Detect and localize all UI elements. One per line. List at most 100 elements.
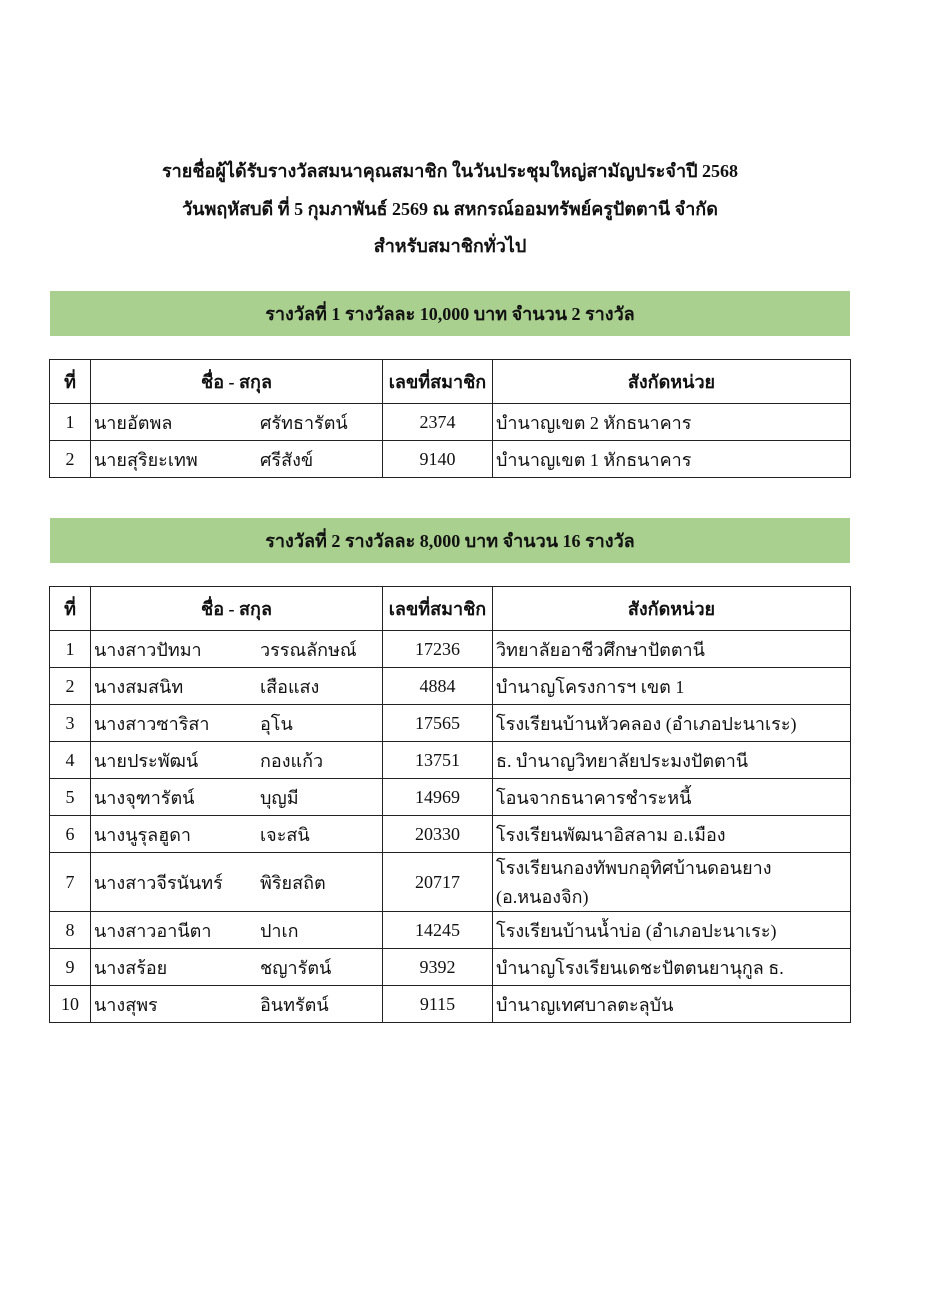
row-number: 4 — [49, 741, 91, 779]
table-row: 9 นางสร้อย ชญารัตน์ 9392 บำนาญโรงเรียนเดช… — [49, 948, 851, 986]
column-header: ชื่อ - สกุล — [90, 359, 383, 404]
unit: โอนจากธนาคารชำระหนี้ — [492, 778, 851, 816]
table-row: 1 นางสาวปัทมา วรรณลักษณ์ 17236 วิทยาลัยอา… — [49, 630, 851, 668]
unit: บำนาญโรงเรียนเดชะปัตตนยานุกูล ธ. — [492, 948, 851, 986]
member-name: นางสาวปัทมา วรรณลักษณ์ — [90, 630, 383, 668]
member-id: 9140 — [382, 440, 493, 478]
prize-1-banner: รางวัลที่ 1 รางวัลละ 10,000 บาท จำนวน 2 … — [50, 291, 850, 336]
heading-line-3: สำหรับสมาชิกทั่วไป — [373, 236, 527, 256]
column-header: ที่ — [49, 586, 91, 631]
row-number: 7 — [49, 852, 91, 912]
first-name: นางสาวจีรนันทร์ — [94, 872, 223, 893]
row-number: 8 — [49, 911, 91, 949]
row-number: 3 — [49, 704, 91, 742]
member-name: นางสาวอานีตา ปาเก — [90, 911, 383, 949]
member-id: 4884 — [382, 667, 493, 705]
last-name: ศรัทธารัตน์ — [260, 412, 348, 433]
member-id: 2374 — [382, 403, 493, 441]
first-name: นางสร้อย — [94, 957, 168, 978]
first-name: นายอัตพล — [94, 412, 173, 433]
unit: ธ. บำนาญวิทยาลัยประมงปัตตานี — [492, 741, 851, 779]
last-name: เสือแสง — [260, 676, 320, 697]
last-name: อินทรัตน์ — [260, 994, 329, 1015]
member-id: 14245 — [382, 911, 493, 949]
member-id: 14969 — [382, 778, 493, 816]
table-row: 4 นายประพัฒน์ กองแก้ว 13751 ธ. บำนาญวิทยา… — [49, 741, 851, 779]
member-name: นางสุพร อินทรัตน์ — [90, 985, 383, 1023]
first-name: นางสาวอานีตา — [94, 920, 212, 941]
heading-line-2: วันพฤหัสบดี ที่ 5 กุมภาพันธ์ 2569 ณ สหกร… — [182, 199, 718, 219]
member-id: 9115 — [382, 985, 493, 1023]
column-header: สังกัดหน่วย — [492, 359, 851, 404]
unit: บำนาญเขต 1 หักธนาคาร — [492, 440, 851, 478]
table-row: 3 นางสาวซาริสา อุโน 17565 โรงเรียนบ้านหัว… — [49, 704, 851, 742]
first-name: นางนูรุลฮูดา — [94, 824, 191, 845]
member-name: นายอัตพล ศรัทธารัตน์ — [90, 403, 383, 441]
prize-1-table: ที่ ชื่อ - สกุล เลขที่สมาชิก สังกัดหน่วย 1 … — [49, 359, 851, 478]
column-header: เลขที่สมาชิก — [382, 359, 493, 404]
last-name: ศรีสังข์ — [260, 449, 314, 470]
unit: บำนาญเขต 2 หักธนาคาร — [492, 403, 851, 441]
table-row: 1 นายอัตพล ศรัทธารัตน์ 2374 บำนาญเขต 2 หั… — [49, 403, 851, 441]
unit: บำนาญโครงการฯ เขต 1 — [492, 667, 851, 705]
first-name: นางสาวปัทมา — [94, 639, 202, 660]
row-number: 6 — [49, 815, 91, 853]
unit: บำนาญเทศบาลตะลุบัน — [492, 985, 851, 1023]
unit: โรงเรียนบ้านหัวคลอง (อำเภอปะนาเระ) — [492, 704, 851, 742]
member-name: นายสุริยะเทพ ศรีสังข์ — [90, 440, 383, 478]
row-number: 2 — [49, 667, 91, 705]
table-row: 7 นางสาวจีรนันทร์ พิริยสถิต 20717 โรงเรีย… — [49, 852, 851, 912]
table-row: 5 นางจุฑารัตน์ บุญมี 14969 โอนจากธนาคารชำ… — [49, 778, 851, 816]
first-name: นางสาวซาริสา — [94, 713, 210, 734]
last-name: บุญมี — [260, 787, 299, 808]
member-name: นางสาวซาริสา อุโน — [90, 704, 383, 742]
unit: โรงเรียนกองทัพบกอุทิศบ้านดอนยาง (อ.หนองจ… — [492, 852, 851, 912]
unit: วิทยาลัยอาชีวศึกษาปัตตานี — [492, 630, 851, 668]
first-name: นายสุริยะเทพ — [94, 449, 198, 470]
member-name: นางสมสนิท เสือแสง — [90, 667, 383, 705]
unit: โรงเรียนพัฒนาอิสลาม อ.เมือง — [492, 815, 851, 853]
heading-line-1: รายชื่อผู้ได้รับรางวัลสมนาคุณสมาชิก ในวั… — [162, 161, 738, 181]
table-row: 8 นางสาวอานีตา ปาเก 14245 โรงเรียนบ้านน้ำ… — [49, 911, 851, 949]
member-name: นายประพัฒน์ กองแก้ว — [90, 741, 383, 779]
column-header: สังกัดหน่วย — [492, 586, 851, 631]
first-name: นางจุฑารัตน์ — [94, 787, 195, 808]
row-number: 5 — [49, 778, 91, 816]
row-number: 9 — [49, 948, 91, 986]
last-name: พิริยสถิต — [260, 872, 326, 893]
table-header-row: ที่ ชื่อ - สกุล เลขที่สมาชิก สังกัดหน่วย — [49, 359, 851, 404]
last-name: ปาเก — [260, 920, 299, 941]
unit: โรงเรียนบ้านน้ำบ่อ (อำเภอปะนาเระ) — [492, 911, 851, 949]
last-name: ชญารัตน์ — [260, 957, 332, 978]
member-id: 20330 — [382, 815, 493, 853]
row-number: 10 — [49, 985, 91, 1023]
table-row: 2 นายสุริยะเทพ ศรีสังข์ 9140 บำนาญเขต 1 ห… — [49, 440, 851, 478]
first-name: นายประพัฒน์ — [94, 750, 199, 771]
member-name: นางนูรุลฮูดา เจะสนิ — [90, 815, 383, 853]
member-id: 13751 — [382, 741, 493, 779]
member-name: นางสร้อย ชญารัตน์ — [90, 948, 383, 986]
column-header: ที่ — [49, 359, 91, 404]
table-row: 6 นางนูรุลฮูดา เจะสนิ 20330 โรงเรียนพัฒนา… — [49, 815, 851, 853]
table-row: 10 นางสุพร อินทรัตน์ 9115 บำนาญเทศบาลตะลุ… — [49, 985, 851, 1023]
table-row: 2 นางสมสนิท เสือแสง 4884 บำนาญโครงการฯ เข… — [49, 667, 851, 705]
prize-2-banner: รางวัลที่ 2 รางวัลละ 8,000 บาท จำนวน 16 … — [50, 518, 850, 563]
last-name: วรรณลักษณ์ — [260, 639, 357, 660]
column-header: ชื่อ - สกุล — [90, 586, 383, 631]
row-number: 1 — [49, 403, 91, 441]
member-id: 9392 — [382, 948, 493, 986]
first-name: นางสมสนิท — [94, 676, 184, 697]
member-id: 17565 — [382, 704, 493, 742]
row-number: 2 — [49, 440, 91, 478]
last-name: เจะสนิ — [260, 824, 310, 845]
member-id: 17236 — [382, 630, 493, 668]
first-name: นางสุพร — [94, 994, 158, 1015]
member-name: นางสาวจีรนันทร์ พิริยสถิต — [90, 852, 383, 912]
column-header: เลขที่สมาชิก — [382, 586, 493, 631]
last-name: อุโน — [260, 713, 293, 734]
table-header-row: ที่ ชื่อ - สกุล เลขที่สมาชิก สังกัดหน่วย — [49, 586, 851, 631]
prize-2-table: ที่ ชื่อ - สกุล เลขที่สมาชิก สังกัดหน่วย 1 … — [49, 586, 851, 1023]
last-name: กองแก้ว — [260, 750, 324, 771]
member-id: 20717 — [382, 852, 493, 912]
row-number: 1 — [49, 630, 91, 668]
